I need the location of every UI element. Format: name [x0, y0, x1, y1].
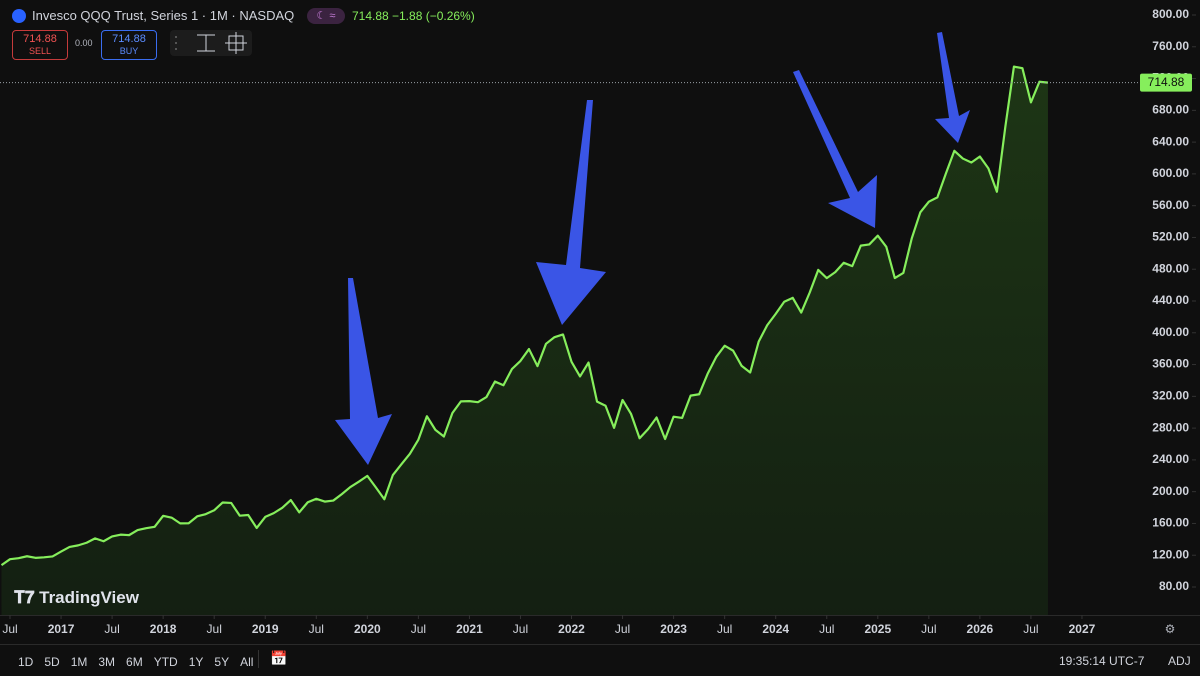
zoom-tool[interactable]: [225, 32, 247, 54]
last-price-box: [1140, 73, 1192, 92]
x-tick-label: 2019: [252, 622, 279, 636]
annotation-arrows: [335, 32, 970, 465]
area-fill: [1, 66, 1048, 615]
divider: [258, 650, 259, 668]
range-button[interactable]: YTD: [153, 655, 178, 669]
x-tick-label: 2025: [864, 622, 891, 636]
plot: [0, 65, 1138, 615]
x-tick-label: Jul: [615, 622, 630, 636]
clock: 19:35:14 UTC-7: [1059, 654, 1145, 668]
header-change: −1.88 (−0.26%): [392, 9, 475, 23]
y-tick-label: 760.00: [1152, 39, 1189, 53]
date-range-icon[interactable]: 📅: [270, 650, 288, 666]
y-tick-label: 800.00: [1152, 7, 1189, 21]
sell-price: 714.88: [23, 33, 57, 45]
y-tick-label: 560.00: [1152, 198, 1189, 212]
y-tick-label: 640.00: [1152, 134, 1189, 148]
symbol-title: Invesco QQQ Trust, Series 1 · 1M · NASDA…: [32, 8, 295, 23]
y-tick-label: 680.00: [1152, 103, 1189, 117]
y-tick-label: 160.00: [1152, 516, 1189, 530]
x-tick-label: Jul: [207, 622, 222, 636]
last-price-label: 714.88: [1148, 75, 1185, 89]
measure-tool[interactable]: [197, 34, 215, 52]
sell-label: SELL: [28, 46, 52, 56]
x-tick-label: Jul: [1023, 622, 1038, 636]
y-tick-label: 280.00: [1152, 420, 1189, 434]
buy-price: 714.88: [112, 33, 146, 45]
x-tick-label: 2024: [762, 622, 789, 636]
range-bar: 1D 5D 1M 3M 6M YTD 1Y 5Y All: [18, 653, 264, 671]
y-tick-label: 240.00: [1152, 452, 1189, 466]
range-button[interactable]: 5Y: [214, 655, 230, 669]
drawing-tools: [170, 30, 252, 56]
x-tick-label: Jul: [104, 622, 119, 636]
arrow: [335, 278, 392, 465]
x-tick-label: Jul: [309, 622, 324, 636]
y-tick-label: 520.00: [1152, 230, 1189, 244]
x-tick-label: Jul: [819, 622, 834, 636]
spread: 0.00: [75, 38, 93, 48]
y-tick-label: 480.00: [1152, 261, 1189, 275]
range-button[interactable]: 1D: [18, 655, 34, 669]
watermark-text: TradingView: [39, 588, 139, 607]
x-tick-label: 2023: [660, 622, 687, 636]
range-button[interactable]: 3M: [98, 655, 116, 669]
range-button[interactable]: 6M: [126, 655, 143, 669]
y-tick-label: 200.00: [1152, 484, 1189, 498]
watermark: 𝐓𝟕 TradingView: [14, 588, 139, 607]
x-tick-label: 2017: [48, 622, 75, 636]
x-tick-label: 2020: [354, 622, 381, 636]
x-tick-label: 2018: [150, 622, 177, 636]
x-tick-label: 2022: [558, 622, 585, 636]
tool-icons: [175, 32, 247, 54]
y-tick-label: 600.00: [1152, 166, 1189, 180]
x-tick-label: Jul: [513, 622, 528, 636]
y-tick-label: 120.00: [1152, 547, 1189, 561]
symbol-logo: [12, 9, 26, 23]
arrow: [536, 100, 606, 325]
header-price: 714.88: [352, 9, 389, 23]
x-tick-label: Jul: [717, 622, 732, 636]
range-button[interactable]: 1M: [70, 655, 88, 669]
range-button[interactable]: All: [240, 655, 254, 669]
arrow: [793, 70, 877, 228]
y-tick-label: 80.00: [1159, 579, 1189, 593]
y-tick-label: 440.00: [1152, 293, 1189, 307]
buy-label: BUY: [119, 46, 139, 56]
x-tick-label: 2021: [456, 622, 483, 636]
adj-toggle[interactable]: ADJ: [1168, 654, 1191, 668]
x-tick-label: Jul: [2, 622, 17, 636]
y-tick-label: 360.00: [1152, 357, 1189, 371]
x-tick-label: 2027: [1069, 622, 1096, 636]
x-tick-label: Jul: [921, 622, 936, 636]
sell-button[interactable]: 714.88 SELL: [12, 30, 68, 60]
buy-button[interactable]: 714.88 BUY: [101, 30, 157, 60]
x-tick-label: 2026: [967, 622, 994, 636]
range-button[interactable]: 1Y: [188, 655, 204, 669]
y-tick-label: 320.00: [1152, 389, 1189, 403]
settings-icon[interactable]: ⚙: [1165, 622, 1176, 636]
arrow: [935, 32, 970, 143]
x-tick-label: Jul: [411, 622, 426, 636]
range-button[interactable]: 5D: [44, 655, 60, 669]
price-line: [0, 65, 1049, 567]
status-badge[interactable]: ☾ ≈: [307, 8, 345, 24]
y-tick-label: 400.00: [1152, 325, 1189, 339]
